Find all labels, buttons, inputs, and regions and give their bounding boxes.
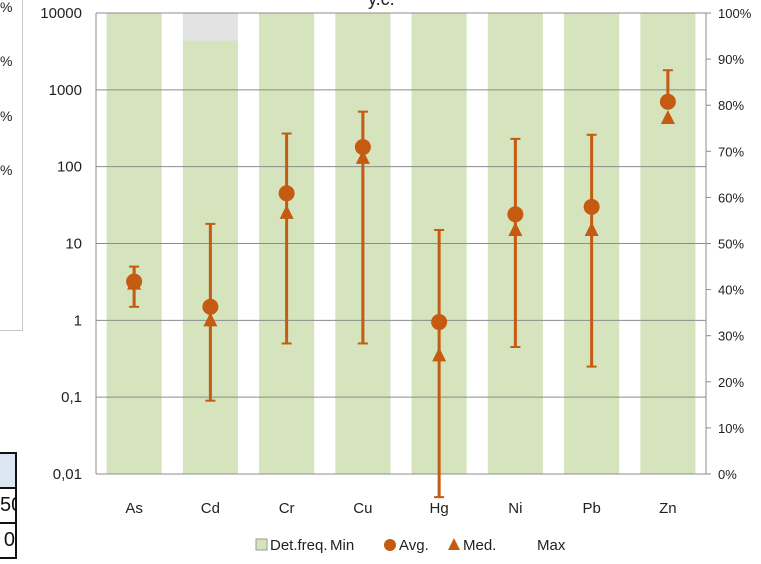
average-marker: [354, 139, 371, 156]
right-tick-label: 30%: [718, 329, 744, 344]
table-cell: 0: [0, 522, 17, 559]
median-marker: [355, 149, 370, 164]
x-tick-label: Zn: [659, 500, 677, 517]
median-marker: [432, 347, 447, 362]
right-tick-label: 20%: [718, 375, 744, 390]
y-tick-label: 1000: [49, 82, 82, 99]
x-tick-label: Cu: [353, 500, 372, 517]
legend-label: Max: [537, 537, 566, 554]
right-tick-label: 50%: [718, 237, 744, 252]
x-tick-label: Pb: [582, 500, 600, 517]
fragment-label: %: [0, 0, 13, 15]
average-marker: [202, 298, 219, 315]
x-tick-label: Hg: [430, 500, 449, 517]
legend-swatch-det-freq: [255, 538, 268, 551]
fragment-label: %: [0, 162, 13, 178]
legend-swatch-avg: [384, 539, 396, 551]
average-marker: [278, 185, 295, 202]
x-tick-label: Cr: [279, 500, 295, 517]
right-tick-label: 40%: [718, 283, 744, 298]
median-marker: [660, 109, 675, 124]
chart-title-fragment: y.c.: [368, 0, 395, 10]
average-marker: [431, 314, 448, 331]
average-marker: [507, 206, 524, 223]
y-tick-label: 10000: [40, 5, 82, 22]
right-tick-label: 80%: [718, 98, 744, 113]
y-tick-label: 1: [74, 312, 82, 329]
average-marker: [659, 93, 676, 110]
legend-label: Med.: [463, 537, 496, 554]
right-tick-label: 60%: [718, 190, 744, 205]
left-fragment: % % % %: [0, 0, 23, 331]
median-marker: [279, 204, 294, 219]
table-fragment: 50 0: [0, 452, 18, 564]
average-marker: [583, 198, 600, 215]
average-marker: [126, 273, 143, 290]
right-tick-label: 70%: [718, 144, 744, 159]
right-tick-label: 10%: [718, 421, 744, 436]
x-tick-label: Cd: [201, 500, 220, 517]
right-tick-label: 90%: [718, 52, 744, 67]
legend-label: Avg.: [399, 537, 429, 554]
median-marker: [584, 221, 599, 236]
x-tick-label: Ni: [508, 500, 522, 517]
right-tick-label: 0%: [718, 467, 737, 482]
fragment-label: %: [0, 53, 13, 69]
fragment-label: %: [0, 108, 13, 124]
legend-label: Min: [330, 537, 354, 554]
y-tick-label: 0,01: [53, 466, 82, 483]
legend-label: Det.freq.: [270, 537, 328, 554]
legend-swatch-med: [448, 538, 460, 550]
y-tick-label: 0,1: [61, 389, 82, 406]
right-tick-label: 100%: [718, 6, 752, 21]
median-marker: [203, 312, 218, 327]
x-tick-label: As: [125, 500, 143, 517]
y-tick-label: 10: [65, 236, 82, 253]
median-marker: [508, 221, 523, 236]
y-tick-label: 100: [57, 159, 82, 176]
